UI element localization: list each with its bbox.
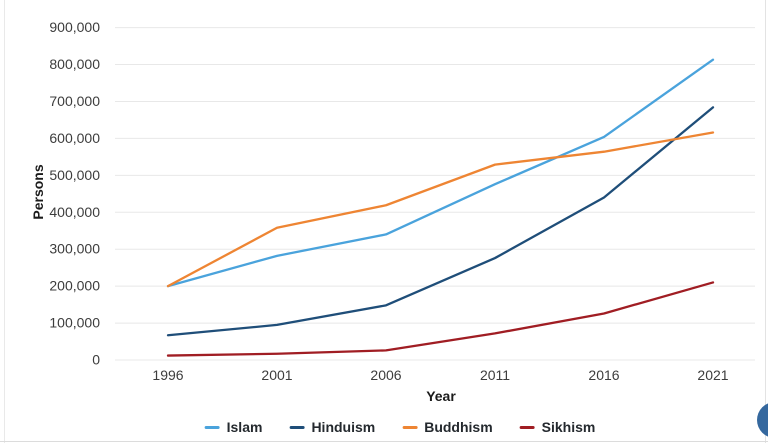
y-tick-label: 700,000 [49, 93, 100, 109]
x-axis-title: Year [426, 388, 456, 404]
series-line-buddhism [166, 131, 715, 288]
y-tick-label: 0 [92, 352, 100, 368]
x-tick-label: 2016 [588, 367, 619, 383]
x-tick-label: 2006 [370, 367, 401, 383]
legend-item-islam[interactable]: Islam [204, 419, 263, 435]
y-tick-label: 400,000 [49, 204, 100, 220]
legend-label: Hinduism [311, 419, 376, 435]
bottom-border [0, 441, 768, 442]
y-tick-label: 200,000 [49, 278, 100, 294]
y-tick-label: 900,000 [49, 19, 100, 35]
series-line-sikhism [166, 281, 715, 357]
series-line-hinduism [166, 106, 715, 337]
chart-legend: Islam Hinduism Buddhism Sikhism [204, 419, 596, 435]
legend-item-buddhism[interactable]: Buddhism [402, 419, 493, 435]
y-tick-label: 800,000 [49, 56, 100, 72]
legend-item-sikhism[interactable]: Sikhism [519, 419, 596, 435]
legend-label: Sikhism [541, 419, 596, 435]
y-axis-title: Persons [30, 164, 46, 220]
y-tick-label: 100,000 [49, 315, 100, 331]
legend-label: Buddhism [424, 419, 493, 435]
line-chart: 0 100,000 200,000 300,000 400,000 500,000 600,… [49, 19, 755, 383]
y-tick-label: 500,000 [49, 167, 100, 183]
x-tick-label: 2021 [697, 367, 728, 383]
legend-label: Islam [226, 419, 263, 435]
legend-item-hinduism[interactable]: Hinduism [289, 419, 375, 435]
left-border [4, 0, 5, 443]
right-border [765, 0, 766, 443]
legend-swatch-buddhism [402, 425, 418, 429]
y-tick-label: 300,000 [49, 241, 100, 257]
legend-swatch-sikhism [519, 425, 535, 429]
y-tick-label: 600,000 [49, 130, 100, 146]
series-line-islam [166, 58, 715, 288]
x-tick-label: 2001 [261, 367, 292, 383]
x-tick-label: 1996 [152, 367, 183, 383]
legend-swatch-hinduism [289, 425, 305, 429]
floating-circle-button[interactable] [757, 402, 768, 438]
legend-swatch-islam [204, 425, 220, 429]
x-tick-label: 2011 [480, 367, 510, 383]
